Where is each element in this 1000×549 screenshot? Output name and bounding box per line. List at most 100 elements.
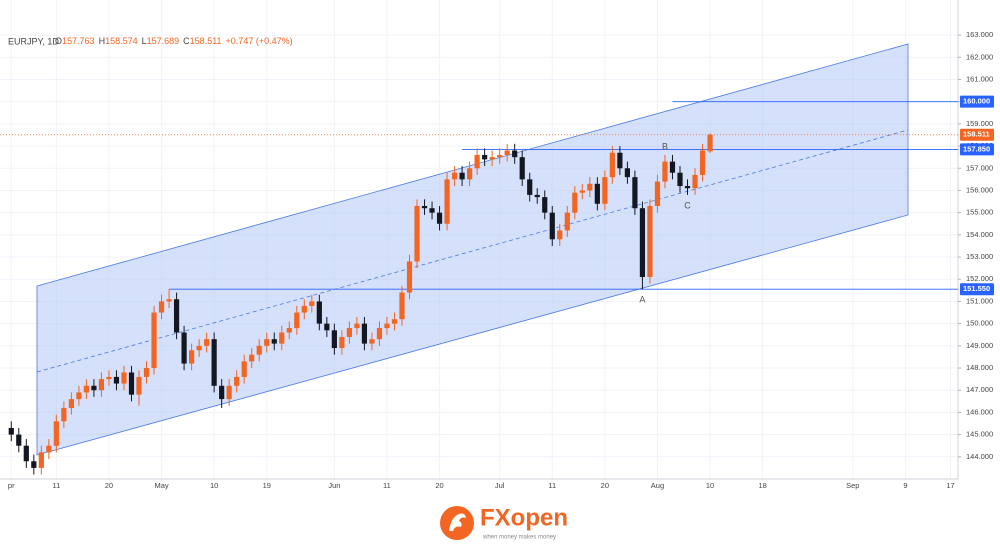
- candle-body: [497, 154, 503, 158]
- candle-body: [324, 323, 330, 331]
- legend-item: 157.763: [62, 36, 95, 46]
- x-tick-label: 20: [435, 481, 443, 490]
- x-tick-label: Jun: [328, 481, 340, 490]
- y-tick-label: 144.000: [966, 452, 993, 461]
- candle-body: [391, 319, 398, 324]
- last-price-badge: [960, 128, 994, 141]
- y-tick-label: 149.000: [966, 341, 993, 350]
- candle-body: [399, 292, 405, 320]
- candle-body: [512, 150, 518, 158]
- candle-body: [151, 312, 157, 369]
- candle-body: [421, 206, 428, 209]
- candle-body: [527, 179, 533, 195]
- candle-body: [204, 339, 210, 346]
- candle-body: [53, 421, 59, 446]
- candle-body: [294, 312, 300, 329]
- y-tick-label: 148.000: [966, 363, 993, 372]
- candle-body: [414, 206, 420, 262]
- candle-body: [677, 172, 683, 187]
- candle-body: [444, 179, 450, 224]
- candle-body: [226, 385, 232, 400]
- x-tick-label: 19: [263, 481, 271, 490]
- candle-body: [143, 368, 150, 377]
- candle-body: [38, 452, 44, 468]
- y-tick-label: 152.000: [966, 274, 993, 283]
- candle-body: [83, 385, 90, 393]
- y-tick-label: 163.000: [966, 30, 993, 39]
- y-tick-label: 145.000: [966, 430, 993, 439]
- x-tick-label: 9: [903, 481, 907, 490]
- y-tick-label: 159.000: [966, 119, 993, 128]
- candle-body: [189, 350, 195, 364]
- candle-body: [23, 445, 29, 462]
- x-tick-label: 20: [601, 481, 609, 490]
- candle-body: [451, 172, 458, 180]
- legend-item: 158.511: [190, 36, 222, 46]
- legend-item: +0.747 (+0.47%): [226, 36, 293, 46]
- y-tick-label: 146.000: [966, 407, 993, 416]
- legend-item: 158.574: [105, 36, 138, 46]
- candle-body: [369, 339, 375, 344]
- last-price-label: 158.511: [963, 130, 990, 139]
- channel: [36, 43, 909, 456]
- x-tick-label: 11: [548, 481, 556, 490]
- ohlc-values: O157.763 H158.574 L157.689 C158.511 +0.747 (…: [55, 36, 293, 46]
- candle-body: [557, 230, 563, 240]
- y-tick-label: 154.000: [966, 230, 993, 239]
- candle-body: [249, 354, 255, 362]
- candle-body: [436, 212, 443, 224]
- level-badge: [960, 143, 994, 156]
- candle-body: [121, 372, 127, 384]
- candle-body: [699, 150, 706, 175]
- candle-body: [113, 376, 120, 384]
- candle-body: [331, 330, 337, 349]
- candle-body: [46, 445, 52, 453]
- symbol: EURJPY, 1D: [8, 36, 59, 46]
- candle-body: [8, 427, 14, 435]
- candle-body: [467, 168, 473, 180]
- footer-bg: [0, 499, 1000, 549]
- y-tick-label: 155.000: [966, 208, 993, 217]
- candle-body: [181, 332, 187, 364]
- candle-body: [219, 385, 225, 400]
- candle-body: [346, 328, 352, 337]
- candle-body: [632, 177, 638, 209]
- legend-item: L: [142, 36, 147, 46]
- candle-body: [519, 157, 525, 180]
- candle-body: [474, 154, 480, 169]
- candle-body: [376, 328, 383, 340]
- point-label: C: [684, 200, 691, 210]
- candle-body: [534, 194, 540, 198]
- candle-body: [16, 434, 22, 446]
- x-tick-label: 11: [383, 481, 391, 490]
- x-tick-label: May: [154, 481, 168, 490]
- y-tick-label: 153.000: [966, 252, 993, 261]
- candle-body: [707, 134, 713, 152]
- candle-body: [76, 392, 82, 400]
- candle-body: [339, 336, 345, 349]
- candle-body: [361, 323, 368, 344]
- candle-body: [31, 461, 37, 468]
- candle-body: [684, 186, 691, 189]
- x-tick-label: 10: [706, 481, 714, 490]
- candle-body: [106, 376, 112, 380]
- candle-body: [158, 301, 165, 313]
- x-tick-label: 11: [52, 481, 60, 490]
- candle-body: [594, 183, 600, 204]
- legend-item: 157.689: [147, 36, 180, 46]
- candle-body: [384, 323, 390, 329]
- candle-body: [482, 154, 488, 160]
- candle-body: [662, 161, 668, 182]
- brand: FXopen: [480, 504, 568, 531]
- x-tick-label: 17: [946, 481, 954, 490]
- logo-figure: [449, 513, 466, 531]
- candle-body: [429, 208, 435, 213]
- candle-body: [624, 168, 630, 178]
- x-tick-label: pr: [8, 481, 15, 490]
- candle-body: [669, 161, 676, 173]
- candle-body: [542, 197, 548, 213]
- candle-body: [234, 376, 240, 386]
- legend-item: H: [99, 36, 106, 46]
- candle-body: [406, 261, 413, 293]
